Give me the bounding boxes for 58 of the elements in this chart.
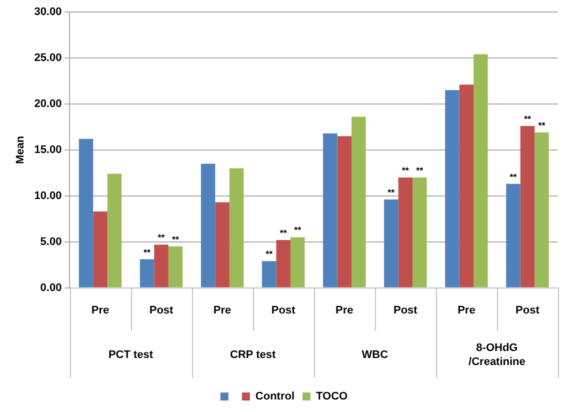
text: CRP test — [230, 348, 276, 361]
data-label: ** — [144, 247, 152, 258]
text: 8-OHdG /Creatinine — [468, 342, 526, 368]
y-tick-label: 15.00 — [34, 144, 62, 156]
bar — [520, 126, 535, 288]
y-tick-label: 0.00 — [40, 282, 62, 294]
x-tick-label: Pre — [91, 304, 110, 316]
bar — [276, 240, 290, 288]
data-label: ** — [294, 225, 302, 236]
bar — [384, 200, 398, 288]
bar — [229, 168, 244, 288]
bar — [534, 132, 549, 288]
data-label: ** — [416, 165, 424, 176]
legend-label: TOCO — [316, 390, 348, 403]
bar — [337, 136, 352, 288]
data-label: ** — [510, 172, 518, 182]
data-label: ** — [388, 188, 396, 198]
data-label: ** — [402, 165, 410, 176]
y-tick-label: 20.00 — [34, 98, 62, 110]
data-label: ** — [172, 234, 180, 244]
bar — [168, 246, 183, 288]
x-tick-label: Post — [149, 304, 174, 316]
text: PCT test — [108, 348, 154, 361]
data-label: ** — [158, 232, 166, 243]
data-label: ** — [538, 120, 546, 130]
y-tick-label: 5.00 — [40, 236, 62, 248]
bar — [352, 116, 366, 288]
x-tick-label: Pre — [458, 304, 476, 316]
y-axis-title: Mean — [14, 136, 27, 164]
bar — [506, 184, 520, 288]
x-tick-label: Post — [393, 304, 418, 316]
bar — [323, 133, 338, 288]
bar — [78, 138, 94, 288]
bar — [215, 202, 230, 288]
bar — [200, 164, 216, 288]
x-tick-label: Pre — [336, 304, 354, 316]
legend-label: Control — [255, 390, 295, 403]
bar — [140, 259, 154, 288]
bar — [445, 90, 460, 288]
x-tick-label: Post — [516, 304, 540, 316]
bar — [459, 84, 474, 288]
bar — [107, 174, 122, 288]
bar — [154, 244, 168, 288]
x-tick-label: Post — [271, 304, 296, 316]
bar — [93, 211, 108, 288]
y-tick-label: 30.00 — [34, 6, 62, 18]
text: WBC — [362, 348, 388, 361]
y-tick-label: 25.00 — [34, 52, 62, 64]
bar — [412, 177, 427, 288]
y-tick-label: 10.00 — [34, 190, 62, 202]
bar — [262, 261, 276, 288]
bar — [474, 54, 488, 288]
bar — [290, 237, 305, 288]
x-tick-label: Pre — [213, 304, 232, 316]
data-label: ** — [266, 249, 274, 260]
bar — [398, 177, 413, 288]
data-label: ** — [280, 228, 288, 238]
data-label: ** — [524, 114, 532, 124]
